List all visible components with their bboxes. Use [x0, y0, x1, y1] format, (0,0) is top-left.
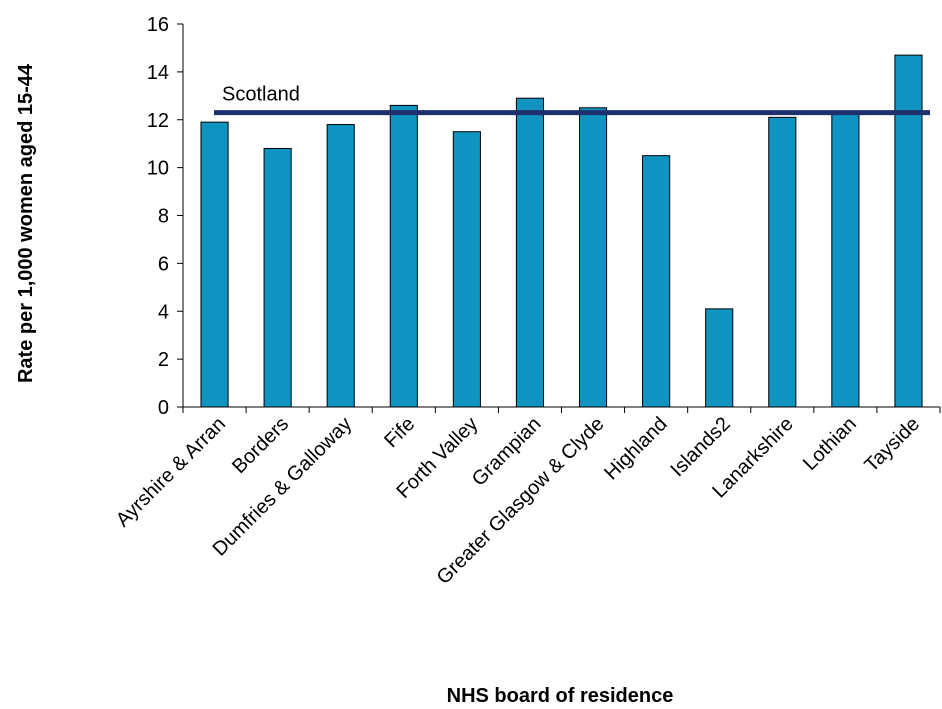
y-tick-label: 4	[158, 301, 169, 323]
x-tick-label: Borders	[228, 413, 293, 478]
bar	[515, 97, 545, 408]
bar	[200, 121, 229, 408]
y-tick-label: 6	[158, 253, 169, 275]
x-tick-label: Lothian	[799, 413, 861, 475]
bar	[326, 124, 355, 408]
y-tick-label: 0	[158, 397, 169, 419]
x-axis-title: NHS board of residence	[447, 685, 674, 707]
bar	[263, 147, 292, 408]
bar	[768, 116, 797, 408]
bar	[894, 54, 923, 408]
bar	[452, 131, 481, 408]
bar	[578, 107, 608, 408]
y-tick-label: 8	[158, 206, 169, 228]
y-tick-label: 2	[158, 349, 169, 371]
x-tick-label: Highland	[600, 413, 671, 484]
y-tick-label: 16	[147, 14, 169, 36]
bar	[389, 104, 418, 408]
y-tick-label: 14	[147, 62, 169, 84]
bar	[705, 308, 734, 408]
scotland-reference-label: Scotland	[222, 84, 300, 106]
x-tick-label: Tayside	[860, 413, 924, 477]
reference-line-group: Scotland	[214, 84, 930, 116]
bars	[200, 54, 923, 408]
bar	[831, 112, 860, 408]
y-axis: 0 2 4 6 8 10 12 14 16	[147, 14, 184, 419]
y-axis-title: Rate per 1,000 women aged 15-44	[15, 63, 37, 383]
x-tick-label: Ayrshire & Arran	[112, 413, 230, 531]
bar	[642, 155, 671, 408]
y-tick-label: 12	[147, 110, 169, 132]
y-tick-label: 10	[147, 158, 169, 180]
x-tick-label: Fife	[380, 413, 419, 452]
